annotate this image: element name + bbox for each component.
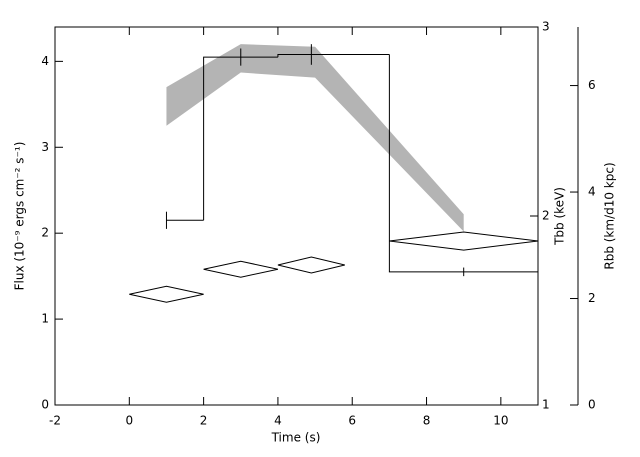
x-tick-label: 2	[200, 414, 208, 428]
y-tick-label: 4	[41, 54, 49, 68]
x-tick-label: 8	[423, 414, 431, 428]
y2-tick-label: 3	[542, 20, 550, 34]
diamond	[129, 285, 204, 303]
step-segment	[388, 54, 538, 273]
y-tick-label: 3	[41, 140, 49, 154]
y3-axis-label: Rbb (km/d10 kpc)	[603, 162, 617, 269]
x-tick-label: 10	[493, 414, 508, 428]
x-tick-label: 4	[274, 414, 282, 428]
plot-frame	[54, 26, 539, 406]
x-axis-label: Time (s)	[271, 431, 321, 445]
y2-tick-label: 1	[542, 398, 550, 412]
y3-tick-label: 0	[588, 398, 596, 412]
diamond	[203, 260, 279, 278]
diamond	[389, 231, 539, 251]
x-tick-label: 6	[348, 414, 356, 428]
y3-tick-label: 2	[588, 291, 596, 305]
x-tick-label: -2	[49, 414, 61, 428]
y-tick-label: 0	[41, 398, 49, 412]
step-segment	[277, 53, 390, 58]
y2-axis-label: Tbb (keV)	[553, 187, 567, 246]
y3-tick-label: 4	[588, 185, 596, 199]
y3-tick-label: 6	[588, 78, 596, 92]
y-tick-label: 1	[41, 312, 49, 326]
y-tick-label: 2	[41, 226, 49, 240]
error-band	[166, 44, 464, 232]
y-axis-label: Flux (10⁻⁹ ergs cm⁻² s⁻¹)	[13, 142, 27, 291]
y2-tick-label: 2	[542, 209, 550, 223]
diamond	[277, 256, 345, 274]
step-segment	[203, 56, 278, 221]
x-tick-label: 0	[125, 414, 133, 428]
